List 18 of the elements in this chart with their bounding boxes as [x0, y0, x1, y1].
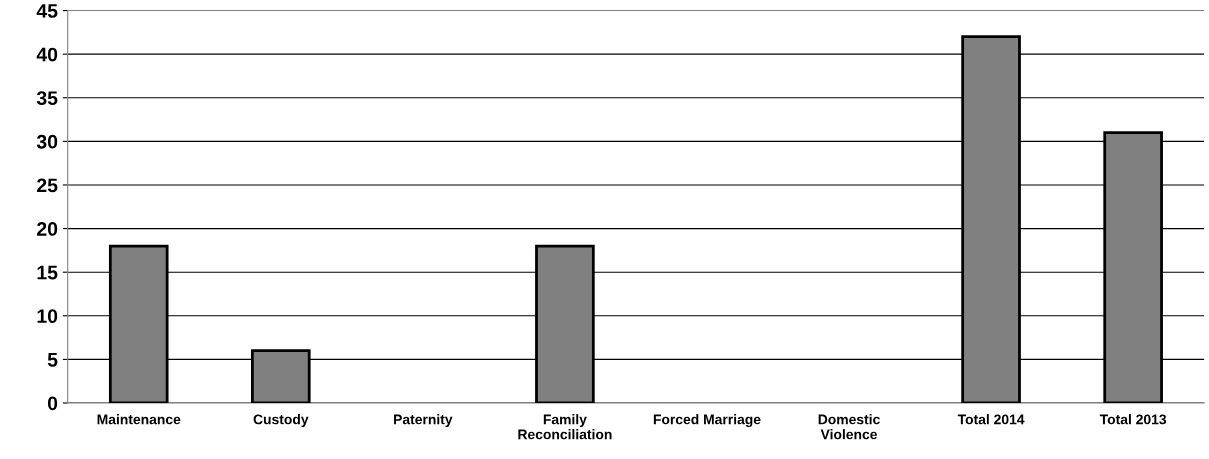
y-tick-label: 20: [37, 222, 58, 236]
y-tick-label: 10: [37, 309, 58, 324]
y-tick-label: 5: [47, 353, 58, 367]
x-tick-label: Total 2013: [1099, 414, 1167, 425]
x-tick-label: Custody: [253, 414, 309, 428]
y-tick-label: 30: [36, 134, 58, 149]
x-tick-label: Forced Marriage: [653, 414, 761, 428]
x-tick-label: Family Reconciliation: [518, 414, 612, 440]
y-tick-label: 15: [37, 265, 58, 280]
y-tick-label: 25: [37, 178, 58, 193]
y-tick-label: 40: [36, 47, 58, 62]
y-tick-label: 45: [36, 4, 58, 18]
x-tick-label: Domestic Violence: [818, 414, 880, 440]
y-tick-label: 35: [36, 91, 58, 106]
x-tick-label: Maintenance: [97, 414, 181, 425]
x-tick-label: Total 2014: [957, 414, 1025, 425]
x-tick-label: Paternity: [394, 414, 453, 428]
y-tick-label: 0: [47, 396, 58, 411]
